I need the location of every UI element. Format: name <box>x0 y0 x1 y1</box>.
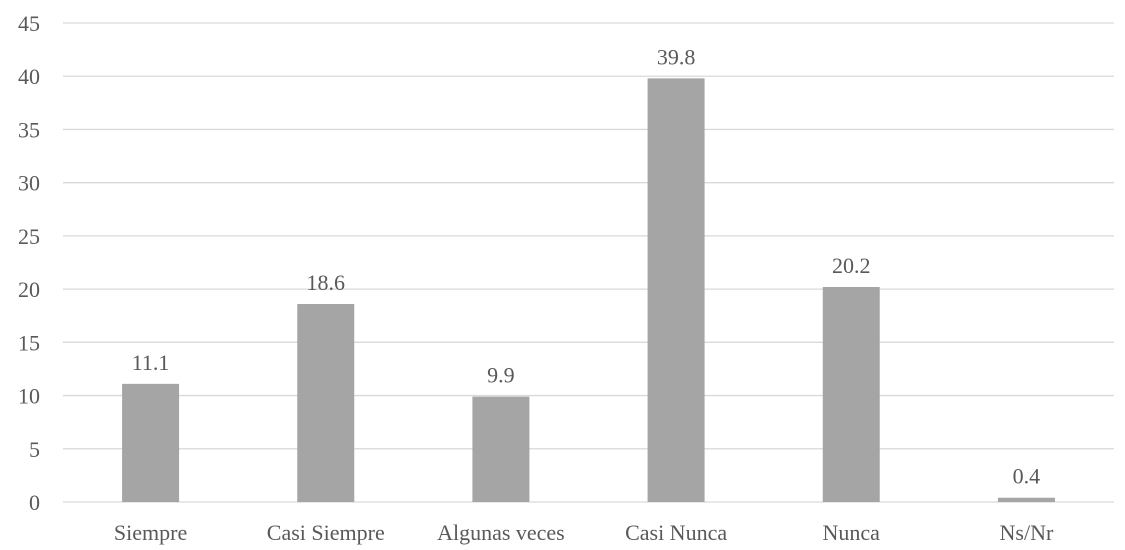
y-tick-label: 20 <box>18 277 40 302</box>
data-label: 39.8 <box>657 44 696 69</box>
category-label: Algunas veces <box>437 520 565 545</box>
bar <box>822 286 880 502</box>
category-label: Nunca <box>823 520 881 545</box>
bars <box>122 78 1055 503</box>
y-tick-label: 0 <box>29 490 40 515</box>
gridlines <box>63 22 1114 503</box>
data-label: 20.2 <box>832 253 871 278</box>
y-tick-label: 15 <box>18 330 40 355</box>
y-tick-label: 45 <box>18 11 40 36</box>
category-label: Casi Nunca <box>625 520 727 545</box>
y-tick-label: 25 <box>18 224 40 249</box>
y-tick-label: 5 <box>29 437 40 462</box>
category-labels: Siempre Casi Siempre Algunas veces Casi Nun… <box>114 520 1054 545</box>
data-label: 9.9 <box>487 363 515 388</box>
bar <box>472 396 530 502</box>
bar <box>997 497 1055 502</box>
data-labels: 11.1 18.6 9.9 39.8 20.2 0.4 <box>132 44 1040 488</box>
data-label: 18.6 <box>307 270 346 295</box>
data-label: 11.1 <box>132 350 170 375</box>
y-tick-label: 35 <box>18 117 40 142</box>
bar <box>647 78 705 503</box>
category-label: Siempre <box>114 520 187 545</box>
bar <box>122 383 180 502</box>
data-label: 0.4 <box>1013 464 1041 489</box>
y-axis-tick-labels: 0 5 10 15 20 25 30 35 40 45 <box>18 11 40 515</box>
category-label: Ns/Nr <box>1000 520 1054 545</box>
y-tick-label: 10 <box>18 384 40 409</box>
category-label: Casi Siempre <box>267 520 385 545</box>
y-tick-label: 30 <box>18 171 40 196</box>
y-tick-label: 40 <box>18 64 40 89</box>
bar <box>297 304 355 502</box>
